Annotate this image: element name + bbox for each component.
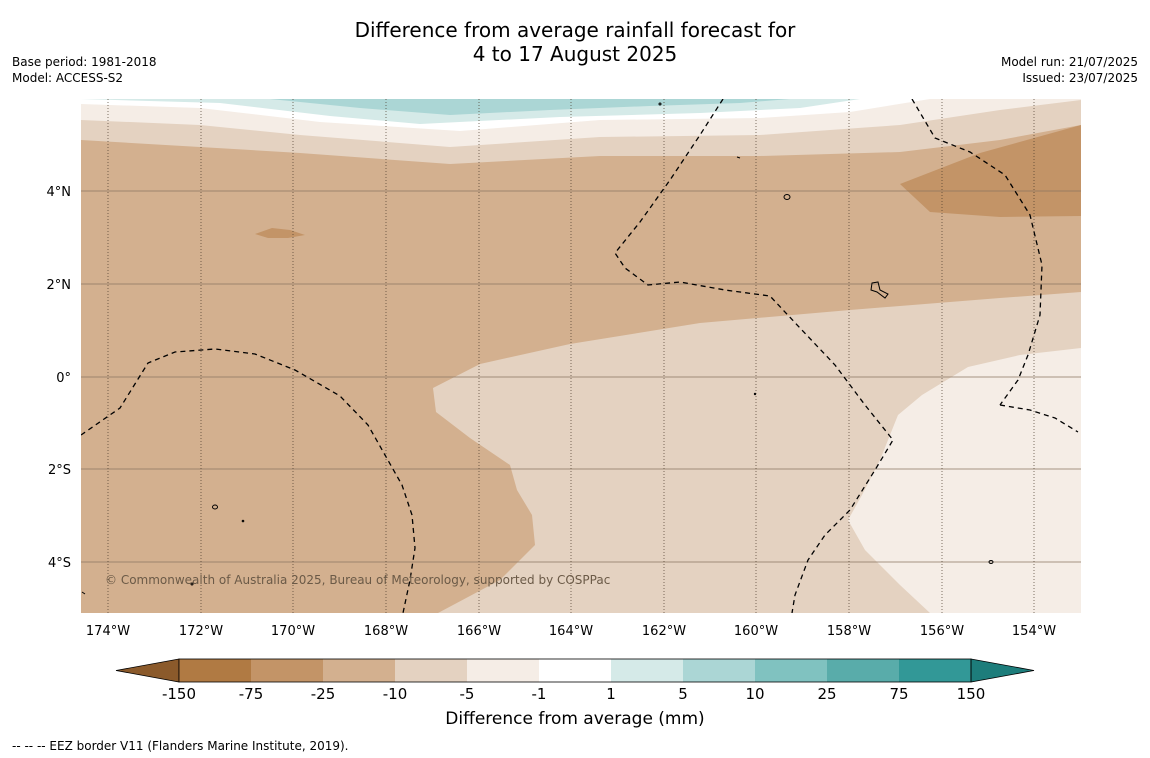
band-minus5-minus1-southeast [848, 348, 1081, 613]
base-period-text: Base period: 1981-2018 [12, 55, 157, 69]
colorbar-segment [467, 659, 539, 682]
colorbar-tick-label: 150 [957, 685, 986, 703]
colorbar-segment [323, 659, 395, 682]
colorbar-segment [539, 659, 611, 682]
island-outlines [81, 102, 994, 595]
map-title: Difference from average rainfall forecas… [0, 18, 1150, 66]
colorbar-segment [251, 659, 323, 682]
colorbar-segment [827, 659, 899, 682]
lat-label: 4°S [48, 556, 71, 571]
rainfall-anomaly-field [81, 99, 1081, 613]
colorbar-tick-label: -75 [239, 685, 264, 703]
colorbar-segment [395, 659, 467, 682]
lat-label: 2°S [48, 463, 71, 478]
lon-label: 168°W [364, 624, 408, 639]
lon-label: 164°W [549, 624, 593, 639]
copyright-text: © Commonwealth of Australia 2025, Bureau… [105, 573, 610, 587]
colorbar-frame [178, 658, 972, 683]
eez-legend-note: -- -- -- EEZ border V11 (Flanders Marine… [12, 739, 349, 753]
lon-label: 162°W [642, 624, 686, 639]
latitude-labels: 4°N 2°N 0° 2°S 4°S [47, 185, 72, 571]
colorbar-tick-label: 75 [889, 685, 908, 703]
colorbar-tick-label: 25 [817, 685, 836, 703]
lat-label: 2°N [47, 278, 72, 293]
lon-label: 172°W [179, 624, 223, 639]
lon-label: 160°W [734, 624, 778, 639]
lon-label: 166°W [457, 624, 501, 639]
colorbar-tick-label: 1 [606, 685, 616, 703]
colorbar-segment [179, 659, 251, 682]
longitude-labels: 174°W 172°W 170°W 168°W 166°W 164°W 162°… [86, 624, 1056, 639]
lon-label: 154°W [1012, 624, 1056, 639]
colorbar-tick-label: -25 [311, 685, 336, 703]
colorbar-segment [683, 659, 755, 682]
model-name-text: Model: ACCESS-S2 [12, 71, 124, 85]
colorbar-tick-label: -1 [532, 685, 547, 703]
model-info: Base period: 1981-2018 Model: ACCESS-S2 [12, 54, 157, 86]
colorbar-tick-labels: -150 -75 -25 -10 -5 -1 1 5 10 25 75 150 [162, 685, 985, 703]
band-minus75-minus25-northeast [900, 125, 1081, 217]
colorbar-segment [899, 659, 971, 682]
colorbar-high-extension [970, 658, 1035, 683]
colorbar: -150 -75 -25 -10 -5 -1 1 5 10 25 75 150 [115, 658, 1035, 703]
lon-label: 156°W [920, 624, 964, 639]
title-line-1: Difference from average rainfall forecas… [354, 18, 796, 42]
title-line-2: 4 to 17 August 2025 [472, 42, 678, 66]
colorbar-segment [755, 659, 827, 682]
issued-date-text: Issued: 23/07/2025 [1022, 71, 1138, 85]
run-info: Model run: 21/07/2025 Issued: 23/07/2025 [1001, 54, 1138, 86]
latitude-gridlines [81, 190, 1081, 563]
lat-label: 0° [56, 371, 71, 386]
lon-label: 158°W [827, 624, 871, 639]
colorbar-tick-label: -10 [383, 685, 408, 703]
lon-label: 174°W [86, 624, 130, 639]
colorbar-segment [611, 659, 683, 682]
colorbar-label: Difference from average (mm) [445, 709, 705, 729]
colorbar-tick-label: -5 [460, 685, 475, 703]
lat-label: 4°N [47, 185, 72, 200]
colorbar-tick-label: -150 [162, 685, 196, 703]
band-minus75-minus25-patch [255, 228, 305, 238]
eez-borders [81, 99, 1079, 613]
colorbar-tick-label: 5 [678, 685, 688, 703]
lon-label: 170°W [271, 624, 315, 639]
model-run-text: Model run: 21/07/2025 [1000, 55, 1138, 69]
colorbar-tick-label: 10 [745, 685, 764, 703]
colorbar-low-extension [115, 658, 180, 683]
